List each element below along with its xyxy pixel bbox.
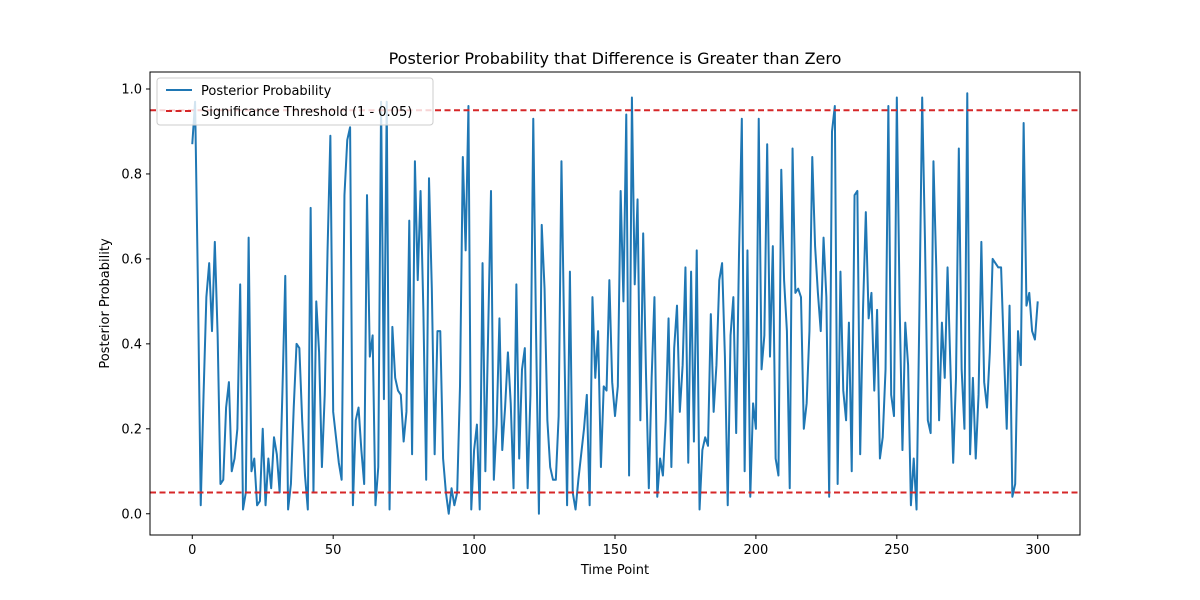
- legend-label-posterior: Posterior Probability: [201, 84, 332, 99]
- x-tick-label: 250: [884, 543, 909, 558]
- legend-label-threshold: Significance Threshold (1 - 0.05): [201, 105, 412, 120]
- x-axis-label: Time Point: [580, 563, 649, 578]
- series-line-0: [191, 92, 1039, 515]
- y-tick-label: 0.2: [121, 422, 142, 437]
- y-tick-label: 1.0: [121, 82, 142, 97]
- y-tick-label: 0.4: [121, 337, 142, 352]
- x-tick-label: 300: [1025, 543, 1050, 558]
- y-tick-label: 0.0: [121, 507, 142, 522]
- y-tick-label: 0.8: [121, 167, 142, 182]
- chart-title: Posterior Probability that Difference is…: [389, 49, 842, 68]
- x-tick-label: 100: [462, 543, 487, 558]
- y-axis-label: Posterior Probability: [98, 238, 113, 369]
- x-tick-label: 0: [188, 543, 196, 558]
- axis-ticks: 0 50 100 150 200 250 300 0.0 0.2 0.4 0.6 0.8 1.0: [121, 82, 1050, 558]
- x-tick-label: 150: [603, 543, 628, 558]
- legend-box: [156, 77, 434, 126]
- x-tick-label: 50: [325, 543, 342, 558]
- y-tick-label: 0.6: [121, 252, 142, 267]
- x-tick-label: 200: [743, 543, 768, 558]
- legend: Posterior Probability Significance Thres…: [156, 77, 434, 126]
